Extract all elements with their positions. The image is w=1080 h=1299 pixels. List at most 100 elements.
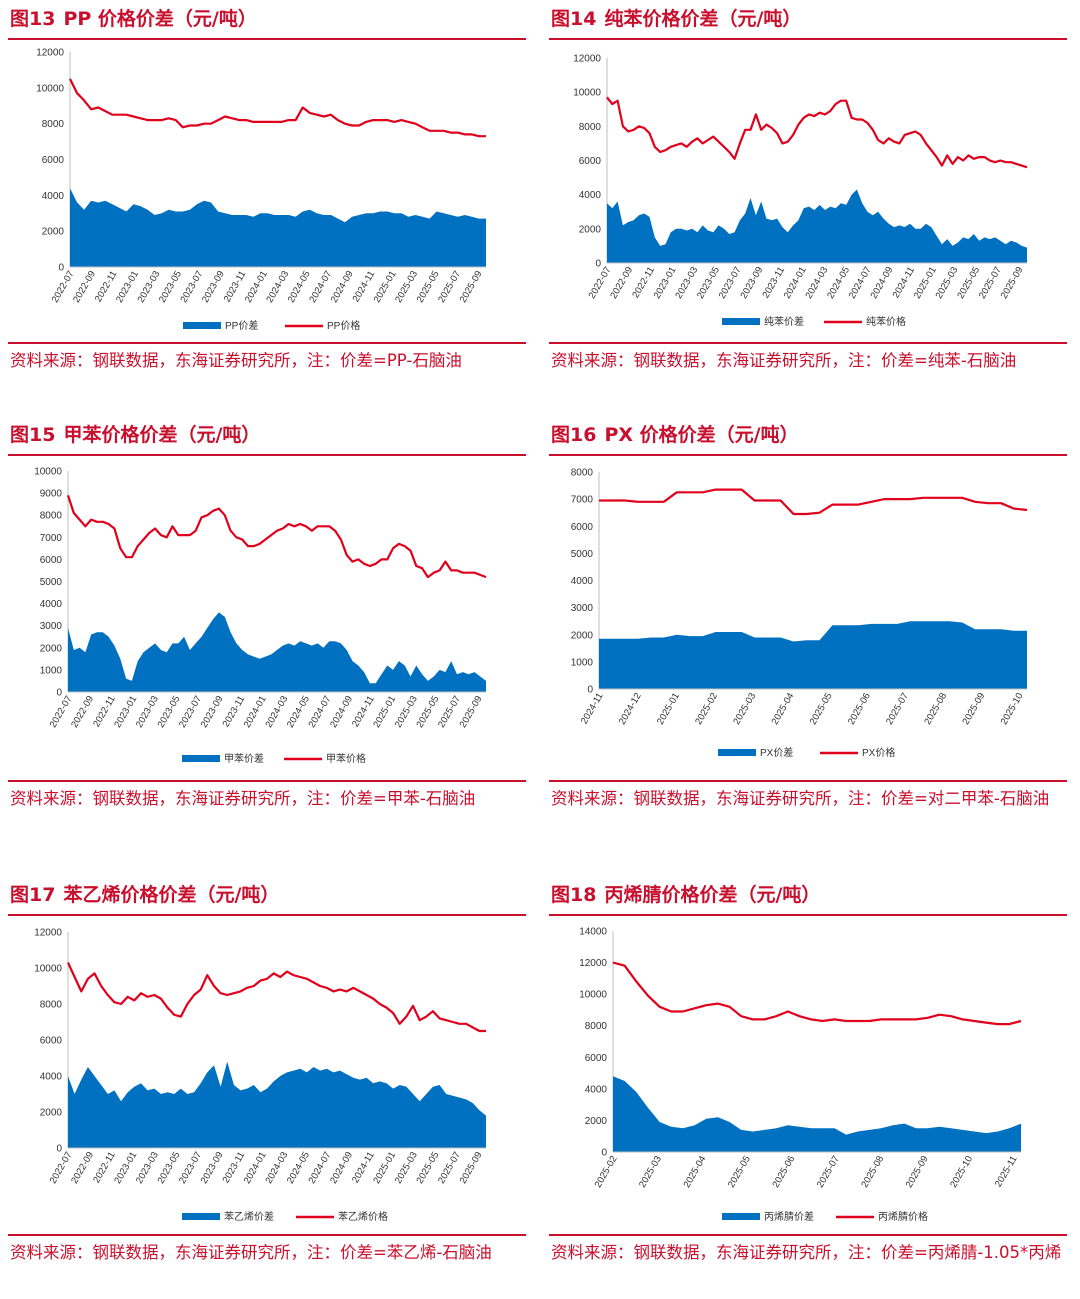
x-tick-label: 2025-05 (808, 691, 835, 727)
x-tick-label: 2025-03 (731, 691, 758, 727)
y-tick-label: 4000 (585, 1084, 608, 1095)
figure-panel-15: 图15 甲苯价格价差（元/吨） 0 1000 2000 3000 4000 5000 6000… (8, 422, 526, 813)
legend-swatch-spread (722, 318, 760, 325)
x-tick-label: 2025-07 (815, 1154, 842, 1190)
chart-area: 0 1000 2000 3000 4000 5000 6000 7000 8000 9000 100… (34, 467, 487, 765)
chart-legend: 丙烯腈价差 丙烯腈价格 (722, 1210, 928, 1223)
spread-area-series (70, 188, 486, 267)
price-line-series (66, 494, 487, 579)
chart-legend: 纯苯价差 纯苯价格 (722, 315, 906, 328)
legend-label-spread: 丙烯腈价差 (764, 1210, 814, 1223)
y-tick-label: 5000 (571, 549, 594, 560)
price-line-series (599, 488, 1028, 516)
legend-swatch-spread (722, 1213, 760, 1220)
spread-area-series (68, 612, 486, 692)
legend-swatch-spread (718, 749, 756, 756)
x-tick-label: 2025-08 (922, 691, 949, 727)
y-tick-label: 10000 (579, 990, 607, 1001)
y-tick-label: 4000 (42, 191, 65, 202)
figure-caption: PP 价格价差（元/吨） (63, 8, 257, 30)
y-tick-label: 2000 (585, 1116, 608, 1127)
x-tick-label: 2025-10 (948, 1154, 975, 1190)
y-tick-label: 2000 (40, 1108, 63, 1119)
title-rule (549, 454, 1067, 456)
y-tick-label: 7000 (40, 533, 63, 544)
title-rule (549, 914, 1067, 916)
spread-area-series (68, 1061, 486, 1148)
y-tick-label: 4000 (40, 1072, 63, 1083)
legend-swatch-spread (183, 322, 221, 329)
y-tick-label: 10000 (36, 83, 64, 94)
figure-number: 图14 (551, 8, 597, 30)
y-tick-label: 2000 (571, 630, 594, 641)
chart-area: 0 2000 4000 6000 8000 10000 12000 14000 2025-02 2… (579, 927, 1022, 1223)
y-tick-label: 10000 (34, 964, 62, 975)
y-tick-label: 0 (56, 1144, 62, 1155)
y-tick-label: 8000 (585, 1021, 608, 1032)
source-note: 资料来源：钢联数据，东海证券研究所，注：价差=纯苯-石脑油 (551, 351, 1017, 370)
x-tick-label: 2025-02 (693, 691, 720, 727)
source-note: 资料来源：钢联数据，东海证券研究所，注：价差=甲苯-石脑油 (10, 789, 476, 808)
source-note: 资料来源：钢联数据，东海证券研究所，注：价差=对二甲苯-石脑油 (551, 789, 1050, 808)
y-tick-label: 8000 (40, 511, 63, 522)
spread-area-series (613, 1076, 1021, 1152)
chart-bottom-rule (8, 1234, 526, 1236)
y-tick-label: 8000 (579, 122, 602, 133)
y-tick-label: 0 (595, 259, 601, 270)
y-tick-label: 3000 (40, 621, 63, 632)
spread-area-series (607, 189, 1027, 263)
figure-title: 图13 PP 价格价差（元/吨） (8, 6, 526, 32)
legend-label-price: PX价格 (862, 746, 895, 759)
x-tick-label: 2025-06 (770, 1154, 797, 1190)
y-tick-label: 0 (587, 685, 593, 696)
y-tick-label: 6000 (40, 1036, 63, 1047)
figure-panel-16: 图16 PX 价格价差（元/吨） 0 1000 2000 3000 4000 5000 600… (549, 422, 1067, 813)
y-tick-label: 2000 (42, 227, 65, 238)
title-rule (8, 38, 526, 40)
y-tick-label: 6000 (585, 1053, 608, 1064)
figure-title: 图18 丙烯腈价格价差（元/吨） (549, 882, 1067, 908)
x-tick-label: 2025-06 (846, 691, 873, 727)
chart-legend: 苯乙烯价差 苯乙烯价格 (182, 1210, 388, 1223)
price-line-series (612, 961, 1022, 1026)
x-tick-label: 2025-11 (993, 1154, 1020, 1189)
y-tick-label: 0 (58, 263, 64, 274)
chart-legend: PP价差 PP价格 (183, 319, 360, 332)
figure-caption: 纯苯价格价差（元/吨） (604, 8, 802, 30)
y-tick-label: 10000 (573, 88, 601, 99)
y-tick-label: 0 (601, 1148, 607, 1159)
legend-label-spread: PX价差 (760, 746, 793, 759)
chart-bottom-rule (8, 780, 526, 782)
legend-swatch-spread (182, 755, 220, 762)
legend-swatch-spread (182, 1213, 220, 1220)
figure-caption: 丙烯腈价格价差（元/吨） (604, 884, 821, 906)
y-tick-label: 8000 (42, 119, 65, 130)
x-tick-label: 2025-08 (859, 1154, 886, 1190)
legend-label-price: PP价格 (327, 319, 360, 332)
source-note: 资料来源：钢联数据，东海证券研究所，注：价差=苯乙烯-石脑油 (10, 1243, 492, 1262)
y-tick-label: 1000 (40, 665, 63, 676)
spread-area-series (599, 621, 1027, 689)
figure-caption: 苯乙烯价格价差（元/吨） (63, 884, 280, 906)
figure-panel-17: 图17 苯乙烯价格价差（元/吨） 0 2000 4000 6000 8000 10000 12… (8, 882, 526, 1267)
x-tick-label: 2025-04 (682, 1154, 709, 1190)
title-rule (8, 454, 526, 456)
figure-panel-13: 图13 PP 价格价差（元/吨） 0 2000 4000 6000 8000 10000 12… (8, 6, 526, 375)
x-tick-label: 2025-02 (593, 1154, 620, 1190)
figure-panel-18: 图18 丙烯腈价格价差（元/吨） 0 2000 4000 6000 8000 10000 12… (549, 882, 1067, 1267)
y-tick-label: 12000 (34, 928, 62, 939)
price-line-series (69, 78, 486, 138)
y-tick-label: 1000 (571, 657, 594, 668)
source-note: 资料来源：钢联数据，东海证券研究所，注：价差=丙烯腈-1.05*丙烯 (551, 1243, 1062, 1262)
chart-area: 0200040006000800010000120002022-072022-0… (36, 48, 486, 332)
y-tick-label: 6000 (571, 522, 594, 533)
figure-caption: PX 价格价差（元/吨） (604, 424, 799, 446)
chart-legend: 甲苯价差 甲苯价格 (182, 752, 366, 765)
x-tick-label: 2025-07 (884, 691, 911, 727)
y-tick-label: 8000 (571, 468, 594, 479)
x-tick-label: 2025-01 (655, 691, 682, 727)
y-tick-label: 7000 (571, 495, 594, 506)
source-note: 资料来源：钢联数据，东海证券研究所，注：价差=PP-石脑油 (10, 351, 462, 370)
price-line-series (606, 96, 1028, 169)
figure-number: 图16 (551, 424, 597, 446)
